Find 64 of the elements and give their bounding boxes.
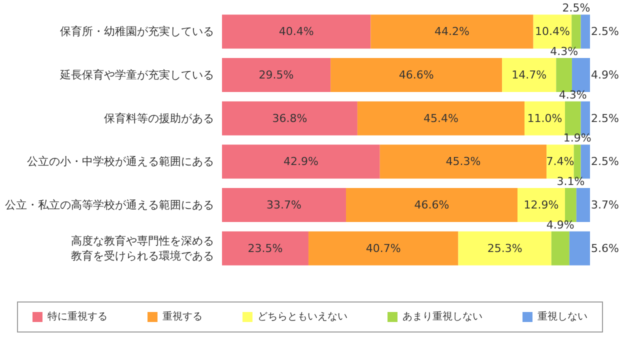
bar <box>222 101 358 136</box>
bar <box>222 188 346 222</box>
data-label: 4.3% <box>558 88 587 102</box>
data-label: 45.3% <box>446 155 481 168</box>
bar <box>346 188 518 222</box>
data-label: 46.6% <box>398 68 434 82</box>
bar <box>576 188 590 222</box>
y-tick-label: 高度な教育や専門性を深める教育を受けられる環境である <box>71 234 214 262</box>
data-label: 11.0% <box>527 112 562 125</box>
data-label: 5.6% <box>591 242 619 255</box>
y-tick-label: 延長保育や学童が充実している <box>59 68 214 82</box>
legend-label: 特に重視する <box>48 310 108 322</box>
data-label: 10.4% <box>534 25 570 38</box>
legend-label: どちらともいえない <box>258 312 348 322</box>
bar <box>524 101 565 136</box>
bar <box>370 14 534 49</box>
bar <box>222 231 308 266</box>
bar <box>502 58 556 92</box>
y-tick-label: 保育所・幼稚園が充実している <box>60 25 214 38</box>
bar <box>308 231 458 266</box>
data-label: 3.1% <box>556 175 585 188</box>
data-label: 2.5% <box>591 25 619 38</box>
bar <box>580 14 590 49</box>
bar <box>564 188 576 222</box>
data-label: 2.5% <box>591 155 619 168</box>
bar <box>572 58 590 92</box>
bar <box>569 231 590 266</box>
data-label: 36.8% <box>272 112 308 125</box>
bar <box>222 58 331 92</box>
data-label: 23.5% <box>248 242 283 255</box>
legend-label: 重視しない <box>538 310 588 322</box>
data-label: 14.7% <box>512 68 547 82</box>
legend-label: あまり重視しない <box>402 310 482 322</box>
data-label: 33.7% <box>266 198 302 212</box>
data-label: 4.9% <box>546 218 574 232</box>
bar <box>458 231 552 266</box>
bar <box>551 231 570 266</box>
data-label: 12.9% <box>524 198 559 212</box>
data-label: 2.5% <box>591 112 619 125</box>
data-label: 46.6% <box>414 198 450 212</box>
y-tick-label: 公立の小・中学校が通える範囲にある <box>27 155 214 168</box>
data-label: 1.9% <box>563 132 592 145</box>
bar <box>330 58 502 92</box>
data-label: 4.9% <box>591 68 619 82</box>
data-label: 3.7% <box>591 198 619 212</box>
data-label: 40.7% <box>366 242 401 255</box>
bar <box>222 144 380 179</box>
data-label: 25.3% <box>487 242 522 255</box>
data-label: 45.4% <box>423 112 458 125</box>
bar <box>518 188 565 222</box>
bar <box>380 144 547 179</box>
y-tick-label: 公立・私立の高等学校が通える範囲にある <box>5 198 214 212</box>
bar <box>556 58 572 92</box>
y-tick-label: 保育料等の援助がある <box>104 112 214 125</box>
data-label: 42.9% <box>283 155 318 168</box>
bar <box>222 14 371 49</box>
data-label: 2.5% <box>562 2 590 15</box>
data-label: 7.4% <box>546 155 574 168</box>
data-label: 44.2% <box>434 25 470 38</box>
data-label: 29.5% <box>258 68 294 82</box>
bar <box>357 101 524 136</box>
legend-label: 重視する <box>162 310 202 322</box>
data-label: 4.3% <box>550 45 578 58</box>
data-label: 40.4% <box>278 25 314 38</box>
